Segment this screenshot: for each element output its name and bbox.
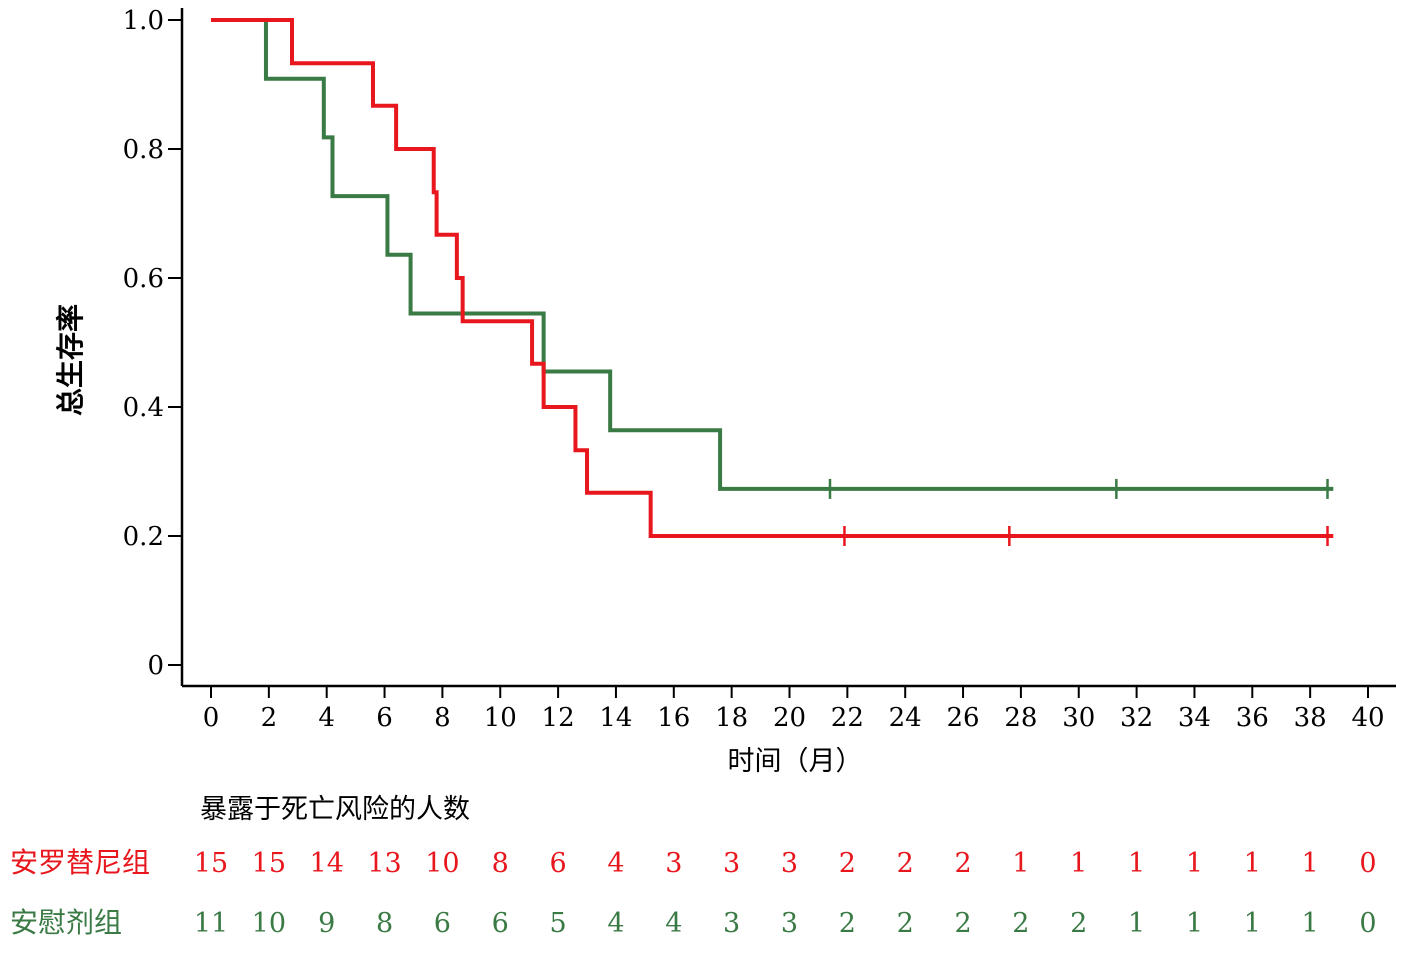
risk-count: 15	[252, 848, 286, 879]
risk-count: 4	[607, 848, 624, 879]
y-axis-label: 总生存率	[54, 304, 87, 416]
x-tick-label: 14	[599, 703, 632, 733]
risk-count: 1	[1012, 848, 1029, 879]
risk-count: 3	[665, 848, 682, 879]
x-tick-label: 18	[715, 703, 748, 733]
risk-count: 1	[1302, 848, 1319, 879]
risk-count: 2	[839, 908, 856, 939]
risk-count: 2	[897, 848, 914, 879]
x-tick-label: 12	[542, 703, 575, 733]
risk-count: 2	[1012, 908, 1029, 939]
risk-count: 5	[550, 908, 567, 939]
risk-count: 2	[954, 908, 971, 939]
x-tick-label: 6	[376, 703, 393, 733]
x-tick-label: 40	[1351, 703, 1384, 733]
x-tick-label: 8	[434, 703, 451, 733]
survival-curves	[211, 18, 1334, 546]
chart-axes	[180, 8, 1396, 688]
risk-group-label: 安罗替尼组	[10, 846, 150, 879]
risk-count: 10	[425, 848, 459, 879]
y-tick-label: 1.0	[123, 6, 164, 36]
x-tick-label: 28	[1004, 703, 1037, 733]
risk-count: 13	[367, 848, 401, 879]
risk-count: 1	[1244, 848, 1261, 879]
risk-count: 0	[1359, 848, 1376, 879]
x-tick-label: 22	[831, 703, 864, 733]
risk-count: 11	[194, 908, 228, 939]
y-tick-label: 0.8	[123, 135, 164, 165]
x-tick-label: 32	[1120, 703, 1153, 733]
x-tick-label: 2	[261, 703, 278, 733]
risk-count: 10	[252, 908, 286, 939]
x-tick-label: 4	[318, 703, 335, 733]
risk-count: 8	[492, 848, 509, 879]
risk-count: 2	[897, 908, 914, 939]
risk-count: 1	[1302, 908, 1319, 939]
risk-count: 0	[1359, 908, 1376, 939]
x-tick-label: 24	[889, 703, 922, 733]
risk-count: 1	[1244, 908, 1261, 939]
risk-count: 2	[954, 848, 971, 879]
risk-group-label: 安慰剂组	[10, 906, 122, 939]
survival-curve	[211, 18, 1334, 538]
x-tick-label: 10	[484, 703, 517, 733]
risk-table-title: 暴露于死亡风险的人数	[200, 794, 470, 825]
risk-count: 3	[723, 908, 740, 939]
risk-count: 3	[723, 848, 740, 879]
x-tick-label: 26	[947, 703, 980, 733]
y-tick-label: 0.4	[123, 393, 164, 423]
risk-count: 1	[1186, 848, 1203, 879]
risk-count: 9	[318, 908, 335, 939]
risk-count: 2	[839, 848, 856, 879]
x-tick-label: 34	[1178, 703, 1211, 733]
risk-count: 2	[1070, 908, 1087, 939]
risk-count: 1	[1186, 908, 1203, 939]
axis-ticks: 0 2 4 6 8 10 12 14 16 18 20 22 24 26 28 30 32 34 36 38 4000.…	[123, 6, 1385, 733]
risk-count: 1	[1070, 848, 1087, 879]
y-tick-label: 0.2	[123, 522, 164, 552]
x-tick-label: 30	[1062, 703, 1095, 733]
y-tick-label: 0	[147, 651, 164, 681]
survival-curve	[211, 18, 1334, 491]
risk-count: 1	[1128, 848, 1145, 879]
x-tick-label: 38	[1294, 703, 1327, 733]
x-tick-label: 16	[657, 703, 690, 733]
risk-count: 8	[376, 908, 393, 939]
y-tick-label: 0.6	[123, 264, 164, 294]
risk-count: 6	[434, 908, 451, 939]
risk-count: 14	[310, 848, 344, 879]
risk-count: 6	[550, 848, 567, 879]
risk-count: 4	[665, 908, 682, 939]
risk-count: 1	[1128, 908, 1145, 939]
risk-count: 3	[781, 848, 798, 879]
x-tick-label: 20	[773, 703, 806, 733]
x-tick-label: 0	[203, 703, 220, 733]
risk-count: 3	[781, 908, 798, 939]
x-tick-label: 36	[1236, 703, 1269, 733]
x-axis-label: 时间（月）	[728, 746, 863, 777]
risk-count: 15	[194, 848, 228, 879]
risk-count: 6	[492, 908, 509, 939]
risk-count: 4	[607, 908, 624, 939]
